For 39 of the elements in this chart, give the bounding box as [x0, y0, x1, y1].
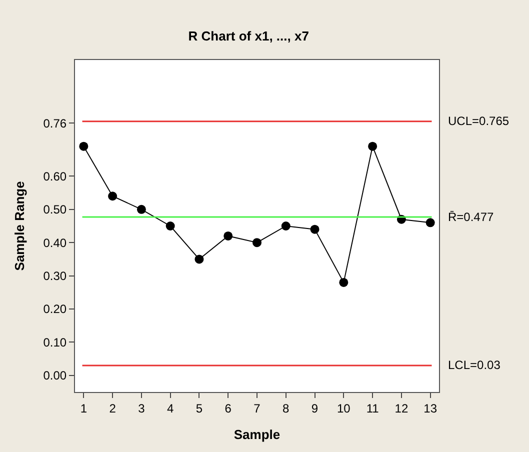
- point: [79, 142, 88, 151]
- x-tick-label: 10: [336, 401, 351, 416]
- point: [339, 278, 348, 287]
- x-tick-label: 7: [254, 401, 261, 416]
- x-tick-label: 1: [80, 401, 88, 416]
- y-tick-label: 0.30: [43, 269, 67, 283]
- y-tick-label: 0.00: [43, 368, 67, 383]
- point: [224, 231, 233, 240]
- x-tick-label: 5: [196, 401, 203, 416]
- x-tick-label: 12: [394, 401, 408, 416]
- ref-line-label: UCL=0.765: [448, 114, 510, 128]
- x-tick-label: 9: [311, 401, 318, 416]
- point: [252, 238, 262, 248]
- y-tick-label: 0.60: [43, 169, 67, 184]
- point: [281, 222, 290, 230]
- x-tick-label: 3: [138, 401, 146, 416]
- x-tick-label: 8: [282, 401, 290, 416]
- point: [108, 192, 118, 201]
- y-axis-title: Sample Range: [12, 181, 28, 271]
- point: [310, 224, 320, 234]
- y-tick-label: 0.40: [43, 236, 67, 250]
- point: [136, 204, 146, 214]
- point: [368, 142, 378, 151]
- x-tick-label: 6: [224, 401, 232, 416]
- x-tick-label: 13: [424, 401, 438, 416]
- ref-line-label: LCL=0.03: [448, 358, 501, 372]
- point: [426, 218, 435, 228]
- chart-title: R Chart of x1, ..., x7: [188, 28, 309, 44]
- ref-line-label: R̄=0.477: [448, 210, 494, 224]
- x-tick-label: 4: [166, 401, 174, 416]
- y-tick-label: 0.10: [43, 335, 67, 350]
- y-tick-label: 0.76: [43, 116, 67, 130]
- point: [194, 254, 204, 264]
- x-tick-label: 2: [109, 401, 116, 416]
- x-axis-title: Sample: [234, 427, 280, 442]
- x-tick-label: 11: [366, 401, 380, 416]
- y-tick-label: 0.20: [43, 302, 67, 316]
- point: [166, 222, 175, 230]
- y-tick-label: 0.50: [43, 202, 67, 217]
